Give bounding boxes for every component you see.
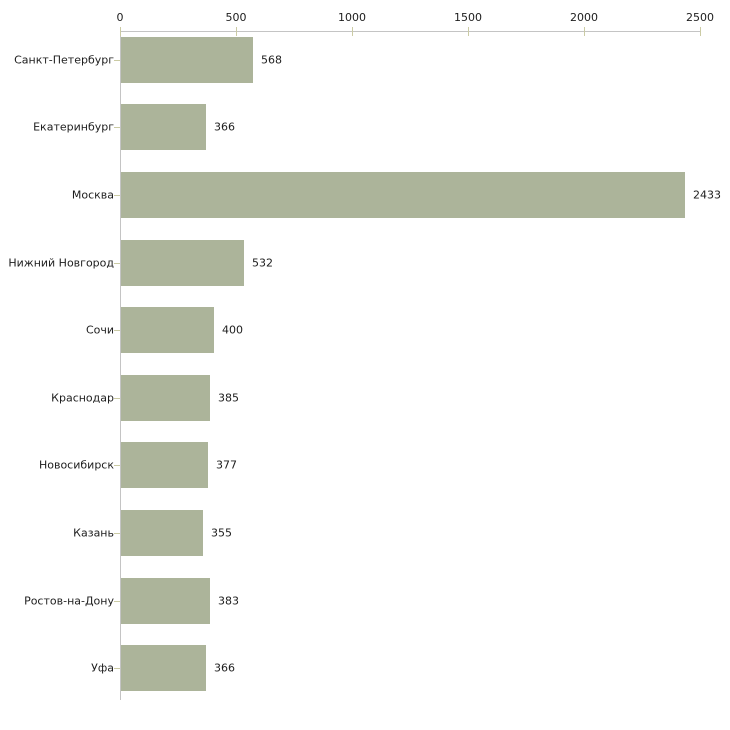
y-tick-mark (114, 465, 120, 466)
value-label: 400 (222, 323, 243, 337)
category-label: Казань (73, 526, 114, 540)
bar (121, 240, 244, 286)
category-label: Москва (71, 188, 114, 202)
x-tick-mark (468, 27, 469, 36)
x-tick-label: 2000 (570, 11, 598, 24)
bar (121, 645, 206, 691)
y-tick-mark (114, 330, 120, 331)
x-tick-mark (236, 27, 237, 36)
category-label: Уфа (91, 661, 114, 675)
x-tick-label: 500 (225, 11, 247, 24)
value-label: 568 (261, 53, 282, 67)
x-tick-label: 2500 (686, 11, 714, 24)
x-tick-label: 1500 (454, 11, 482, 24)
bar (121, 510, 203, 556)
category-label: Ростов-на-Дону (24, 594, 114, 608)
x-tick-label: 1000 (338, 11, 366, 24)
value-label: 366 (214, 120, 235, 134)
y-tick-mark (114, 601, 120, 602)
category-label: Нижний Новгород (8, 256, 114, 270)
value-label: 385 (218, 391, 239, 405)
x-axis-line (120, 31, 701, 32)
y-tick-mark (114, 127, 120, 128)
value-label: 2433 (693, 188, 721, 202)
bar (121, 307, 214, 353)
value-label: 355 (211, 526, 232, 540)
x-tick-mark (700, 27, 701, 36)
bar (121, 172, 685, 218)
y-axis-line (120, 31, 121, 700)
y-tick-mark (114, 398, 120, 399)
bar (121, 375, 210, 421)
y-tick-mark (114, 195, 120, 196)
category-label: Сочи (85, 323, 114, 337)
category-label: Новосибирск (38, 458, 114, 472)
y-tick-mark (114, 263, 120, 264)
value-label: 383 (218, 594, 239, 608)
category-label: Краснодар (51, 391, 114, 405)
bar (121, 442, 208, 488)
x-tick-mark (120, 27, 121, 36)
x-tick-mark (584, 27, 585, 36)
x-tick-label: 0 (116, 11, 124, 24)
y-tick-mark (114, 60, 120, 61)
bar (121, 104, 206, 150)
value-label: 366 (214, 661, 235, 675)
category-label: Санкт-Петербург (14, 53, 114, 67)
y-tick-mark (114, 533, 120, 534)
x-tick-mark (352, 27, 353, 36)
value-label: 377 (216, 458, 237, 472)
y-tick-mark (114, 668, 120, 669)
bar (121, 578, 210, 624)
category-label: Екатеринбург (33, 120, 114, 134)
bar (121, 37, 253, 83)
value-label: 532 (252, 256, 273, 270)
